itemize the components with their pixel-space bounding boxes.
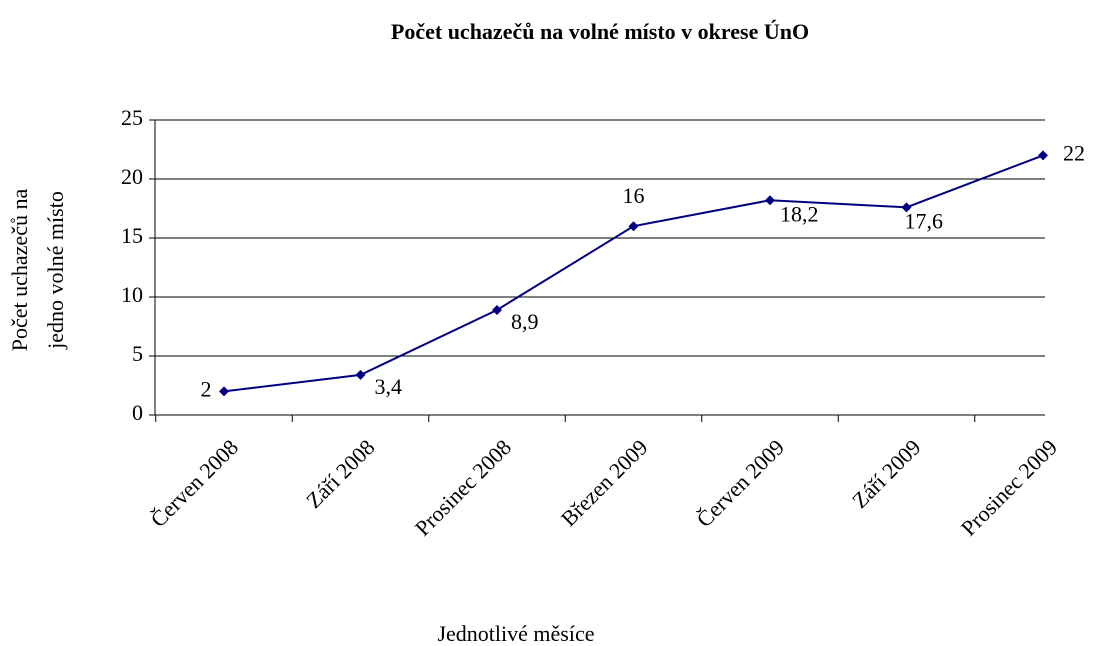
x-tick-label: Červen 2009 (692, 434, 790, 532)
y-tick-label: 5 (132, 341, 143, 366)
data-label: 17,6 (905, 208, 944, 233)
x-tick-label: Září 2008 (301, 434, 380, 513)
x-tick-label: Březen 2009 (556, 434, 653, 531)
y-tick-label: 10 (121, 282, 143, 307)
data-label: 3,4 (375, 374, 403, 399)
y-tick-label: 20 (121, 164, 143, 189)
y-tick-label: 0 (132, 400, 143, 425)
data-point (765, 195, 775, 206)
data-point (355, 369, 366, 380)
data-point (1038, 150, 1048, 161)
y-tick-label: 15 (121, 223, 143, 248)
data-point (219, 386, 229, 397)
data-point (492, 304, 502, 315)
data-label: 22 (1063, 140, 1085, 165)
y-tick-label: 25 (121, 105, 143, 130)
data-point (901, 202, 912, 213)
chart-title: Počet uchazečů na volné místo v okrese Ú… (391, 19, 809, 44)
x-tick-label: Červen 2008 (146, 434, 244, 532)
x-axis-label: Jednotlivé měsíce (437, 621, 594, 646)
data-label: 2 (201, 376, 212, 401)
x-tick-label: Září 2009 (847, 434, 926, 513)
data-label: 16 (623, 183, 645, 208)
y-axis-label: Počet uchazečů na jedno volné místo (7, 189, 68, 352)
data-point (628, 221, 639, 232)
y-axis-label-line: jedno volné místo (43, 191, 68, 350)
x-tick-label: Prosinec 2009 (956, 434, 1062, 540)
data-label: 18,2 (780, 201, 819, 226)
data-label: 8,9 (511, 309, 539, 334)
x-tick-label: Prosinec 2008 (410, 434, 516, 540)
y-axis-label-line: Počet uchazečů na (7, 189, 32, 352)
